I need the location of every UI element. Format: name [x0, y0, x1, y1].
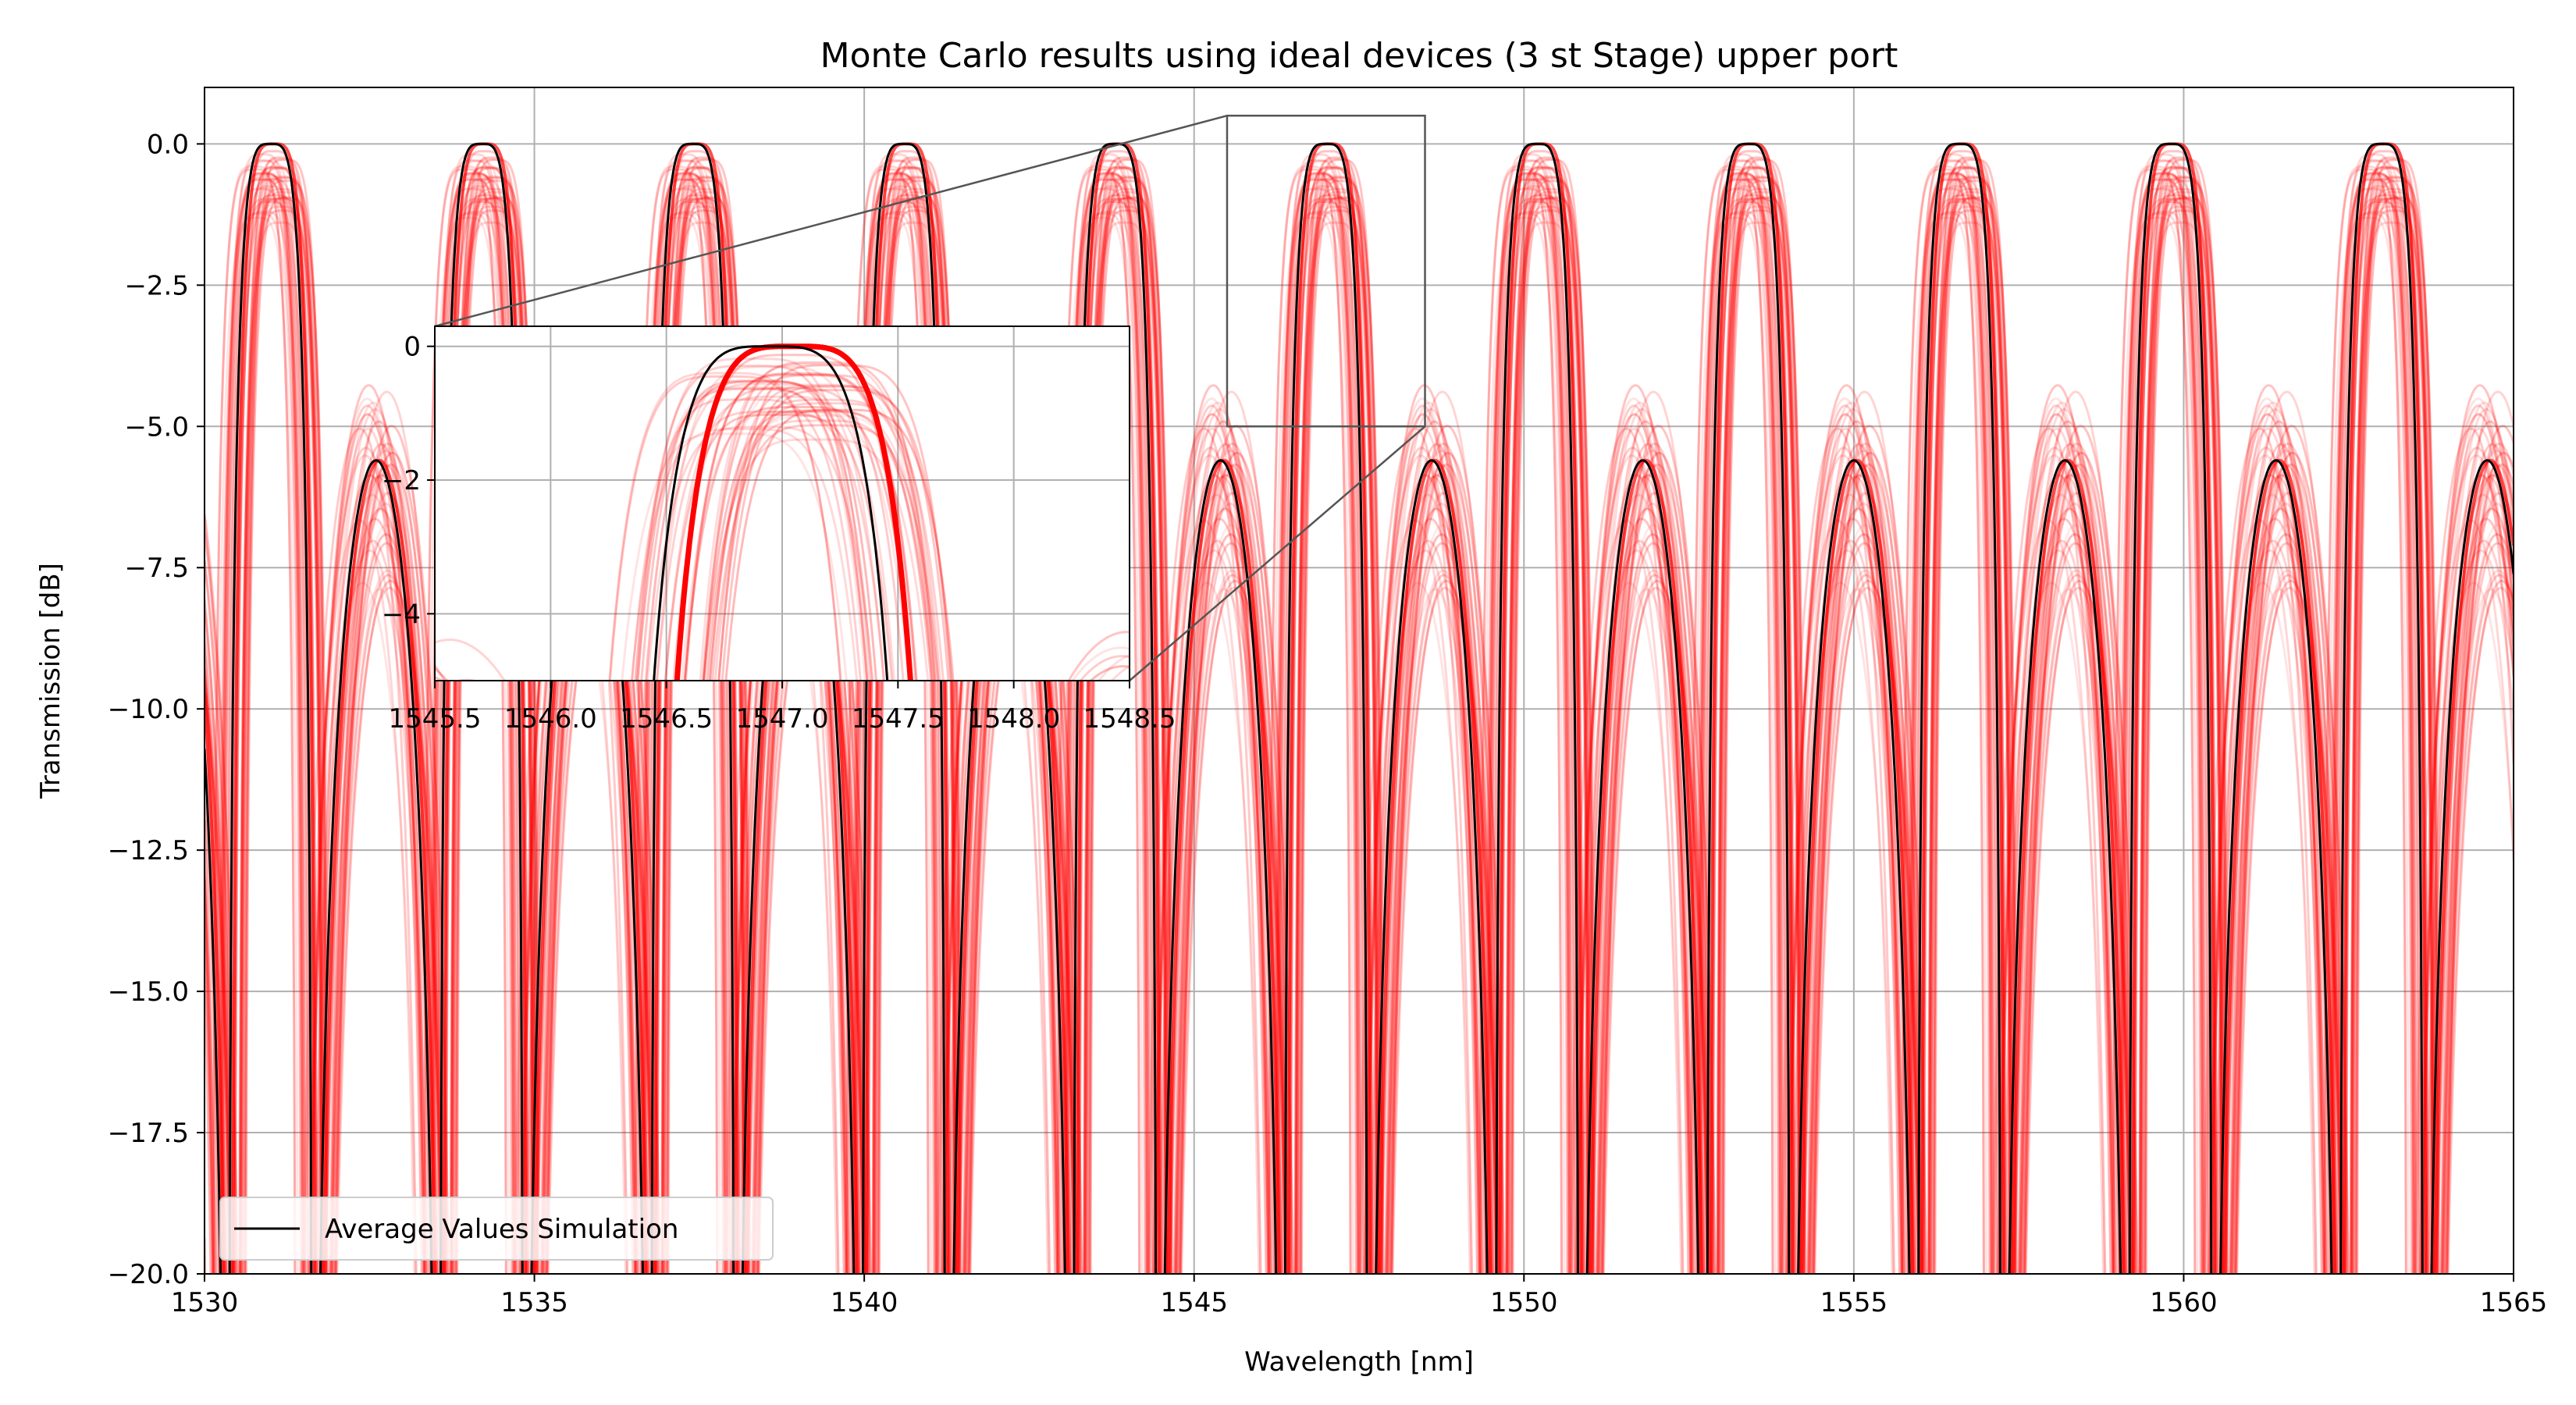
- inset-mc-curve-8: [435, 379, 1130, 681]
- inset-mc-curve-6: [711, 424, 940, 681]
- inset-mc-curve-5: [634, 365, 1130, 681]
- y-axis-label: Transmission [dB]: [35, 563, 66, 799]
- inset-mc-curve-18: [652, 382, 885, 681]
- inset-mc-curve-34: [621, 432, 848, 681]
- x-tick-label: 1565: [2480, 1287, 2548, 1318]
- y-ticks: 0.0 −2.5 −5.0 −7.5 −10.0 −12.5 −15.0 −17.5 −20.0: [108, 129, 205, 1290]
- inset-mc-curve-35: [636, 387, 1130, 681]
- inset-mc-curve-36: [646, 425, 874, 681]
- inset-mc-curve-17: [656, 411, 886, 681]
- inset-y-tick-label: 0: [404, 332, 421, 363]
- x-ticks: 1530 1535 1540 1545 1550 1555 1560 1565: [171, 1274, 2548, 1318]
- inset-mc-curve-25: [672, 387, 905, 681]
- inset-mc-curve-14: [702, 374, 936, 681]
- inset-mc-curve-4: [699, 363, 934, 681]
- zoom-connector-bottom: [1129, 425, 1426, 681]
- zoom-connector-top: [434, 114, 1228, 328]
- y-tick-label: −17.5: [108, 1118, 189, 1149]
- inset-mc-curve-9: [709, 384, 941, 681]
- legend-label-average: Average Values Simulation: [325, 1214, 678, 1245]
- y-tick-label: −12.5: [108, 835, 189, 866]
- x-tick-label: 1550: [1490, 1287, 1558, 1318]
- inset-mc-curve-19: [717, 385, 950, 681]
- inset-y-tick-label: −2: [382, 465, 421, 496]
- y-tick-label: 0.0: [147, 129, 189, 160]
- inset-mc-curve-38: [608, 375, 842, 681]
- inset-mc-curve-15: [707, 411, 938, 681]
- inset-mc-curve-3: [705, 414, 935, 681]
- inset-x-tick-label: 1545.5: [389, 703, 482, 735]
- inset-mc-curve-16: [435, 354, 910, 681]
- main-plot-frame: [204, 87, 2514, 1275]
- y-tick-label: −7.5: [124, 553, 189, 584]
- inset-x-tick-label: 1548.0: [967, 703, 1060, 735]
- inset-plot: 1545.5 1546.0 1546.5 1547.0 1547.5 1548.0 1548…: [382, 325, 1176, 735]
- x-tick-label: 1560: [2150, 1287, 2218, 1318]
- inset-mc-curve-21: [608, 372, 842, 681]
- inset-mc-curve-37: [701, 383, 934, 681]
- x-tick-label: 1555: [1820, 1287, 1888, 1318]
- inset-mc-curve-39: [435, 419, 934, 681]
- inset-mc-curve-13: [634, 386, 1130, 681]
- x-tick-label: 1535: [500, 1287, 568, 1318]
- inset-mc-curve-30: [703, 409, 933, 681]
- y-tick-label: −2.5: [124, 270, 189, 301]
- inset-x-tick-label: 1547.0: [736, 703, 829, 735]
- x-tick-label: 1530: [171, 1287, 239, 1318]
- inset-x-tick-label: 1546.5: [620, 703, 713, 735]
- legend-box: [219, 1197, 774, 1261]
- inset-mc-curve-10: [702, 361, 937, 681]
- y-tick-label: −5.0: [124, 411, 189, 443]
- inset-mc-curve-24: [680, 411, 910, 681]
- x-tick-label: 1540: [831, 1287, 898, 1318]
- x-tick-label: 1545: [1160, 1287, 1228, 1318]
- inset-y-ticks: 0 −2 −4: [382, 332, 435, 630]
- inset-mc-curve-22: [435, 365, 1130, 681]
- inset-mc-curve-20: [635, 357, 871, 681]
- inset-mc-curve-28: [713, 402, 945, 681]
- y-tick-label: −10.0: [108, 694, 189, 725]
- inset-average-curve: [653, 345, 889, 681]
- inset-mc-curve-0: [683, 373, 917, 681]
- inset-y-tick-label: −4: [382, 599, 421, 630]
- zoom-box: [1226, 114, 1426, 428]
- inset-average-curve-group: [653, 345, 889, 681]
- inset-mc-curve-7: [664, 413, 894, 681]
- inset-monte-carlo-curves: [435, 343, 1130, 681]
- zoom-indicator: [434, 114, 1426, 681]
- y-tick-label: −20.0: [108, 1259, 189, 1290]
- inset-mc-curve-26: [684, 372, 918, 681]
- inset-mc-curve-1: [724, 408, 955, 681]
- legend: Average Values Simulation: [219, 1197, 774, 1261]
- inset-mc-curve-23: [435, 395, 1130, 681]
- inset-mc-curve-33: [708, 398, 940, 681]
- inset-mc-curve-32: [631, 398, 862, 681]
- inset-x-ticks: 1545.5 1546.0 1546.5 1547.0 1547.5 1548.0 1548…: [389, 681, 1176, 735]
- inset-mc-curve-12: [454, 389, 953, 681]
- y-tick-label: −15.0: [108, 976, 189, 1008]
- inset-mc-curve-31: [703, 438, 930, 681]
- inset-mc-curve-11: [645, 380, 877, 681]
- inset-mc-curve-2: [630, 428, 859, 681]
- inset-mc-curve-29: [683, 406, 914, 681]
- x-axis-label: Wavelength [nm]: [1244, 1346, 1474, 1378]
- inset-x-tick-label: 1547.5: [852, 703, 945, 735]
- inset-x-tick-label: 1548.5: [1083, 703, 1176, 735]
- chart-title: Monte Carlo results using ideal devices …: [820, 36, 1898, 76]
- inset-x-tick-label: 1546.0: [504, 703, 597, 735]
- inset-mc-curve-27: [717, 364, 952, 681]
